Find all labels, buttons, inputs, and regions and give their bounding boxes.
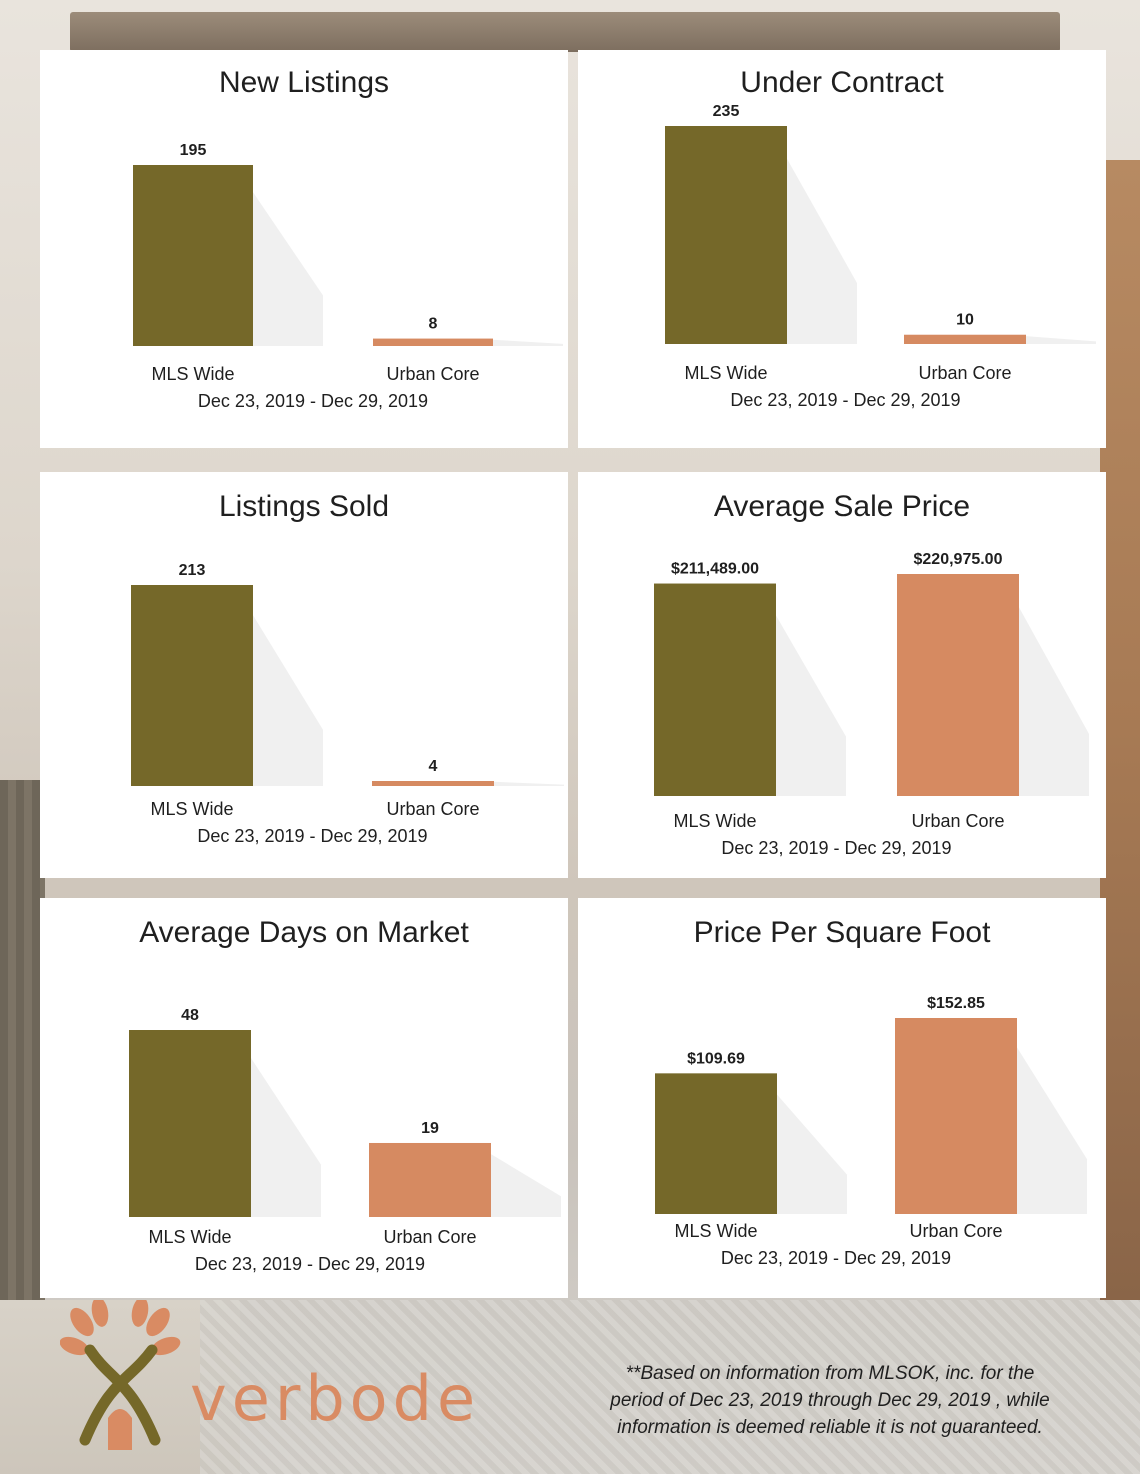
chart-panel-average-days-on-market: Average Days on Market 48 MLS Wide 19 Urban…	[40, 898, 568, 1298]
bar-value-label: 213	[179, 562, 206, 579]
chart-panel-average-sale-price: Average Sale Price $211,489.00 MLS Wide $2…	[578, 472, 1106, 878]
category-label: MLS Wide	[674, 1221, 757, 1241]
bar-shadow	[491, 1154, 561, 1217]
bar-value-label: 195	[180, 142, 207, 159]
bar-shadow	[1026, 336, 1096, 344]
bar-urban-core	[895, 1018, 1017, 1214]
chart-panel-new-listings: New Listings 195 MLS Wide 8 Urban Core Dec 2…	[40, 50, 568, 448]
bar-shadow	[493, 339, 563, 346]
bar-mls-wide	[133, 165, 253, 346]
date-range-label: Dec 23, 2019 - Dec 29, 2019	[730, 390, 960, 410]
disclaimer-footnote: **Based on information from MLSOK, inc. …	[580, 1360, 1080, 1441]
date-range-label: Dec 23, 2019 - Dec 29, 2019	[197, 826, 427, 846]
bar-mls-wide	[131, 585, 253, 786]
category-label: Urban Core	[386, 799, 479, 819]
date-range-label: Dec 23, 2019 - Dec 29, 2019	[198, 391, 428, 411]
date-range-label: Dec 23, 2019 - Dec 29, 2019	[721, 838, 951, 858]
bar-shadow	[251, 1058, 321, 1217]
date-range-label: Dec 23, 2019 - Dec 29, 2019	[721, 1248, 951, 1268]
bar-mls-wide	[129, 1030, 251, 1217]
bar-mls-wide	[665, 126, 787, 344]
bar-value-label: 235	[713, 103, 740, 120]
bar-urban-core	[372, 781, 494, 786]
bar-urban-core	[369, 1142, 491, 1217]
bar-urban-core	[897, 574, 1019, 796]
bar-mls-wide	[655, 1073, 777, 1214]
chart-title: New Listings	[218, 66, 390, 99]
footnote-line: information is deemed reliable it is not…	[617, 1417, 1043, 1438]
category-label: Urban Core	[386, 364, 479, 384]
category-label: Urban Core	[909, 1221, 1002, 1241]
chart-panel-listings-sold: Listings Sold 213 MLS Wide 4 Urban Core Dec …	[40, 472, 568, 878]
chart-title: Price Per Square Foot	[693, 916, 991, 949]
chart-panel-price-per-square-foot: Price Per Square Foot $109.69 MLS Wide $15…	[578, 898, 1106, 1298]
footnote-line: period of Dec 23, 2019 through Dec 29, 2…	[610, 1390, 1050, 1411]
category-label: Urban Core	[911, 811, 1004, 831]
background-wood-stair	[1100, 160, 1140, 1300]
category-label: MLS Wide	[150, 799, 233, 819]
bar-value-label: 4	[429, 758, 438, 775]
category-label: MLS Wide	[151, 364, 234, 384]
date-range-label: Dec 23, 2019 - Dec 29, 2019	[195, 1254, 425, 1274]
bar-value-label: 48	[181, 1007, 199, 1024]
bar-shadow	[1017, 1047, 1087, 1214]
bar-value-label: $152.85	[927, 995, 985, 1012]
category-label: Urban Core	[918, 363, 1011, 383]
chart-panel-under-contract: Under Contract 235 MLS Wide 10 Urban Core De…	[578, 50, 1106, 448]
bar-shadow	[253, 615, 323, 786]
chart-title: Average Days on Market	[139, 916, 469, 949]
bar-value-label: 10	[956, 312, 974, 329]
bar-shadow	[494, 781, 564, 786]
category-label: MLS Wide	[148, 1227, 231, 1247]
bar-shadow	[776, 615, 846, 796]
bar-shadow	[253, 192, 323, 346]
bar-value-label: $211,489.00	[671, 561, 759, 578]
bar-urban-core	[904, 334, 1026, 344]
background-beam	[70, 12, 1060, 52]
bar-value-label: 8	[429, 316, 438, 333]
bar-shadow	[777, 1094, 847, 1214]
bar-shadow	[787, 158, 857, 344]
chart-title: Average Sale Price	[713, 490, 971, 523]
category-label: Urban Core	[383, 1227, 476, 1247]
wheat-house-logo-icon	[59, 1297, 181, 1450]
bar-urban-core	[373, 338, 493, 346]
bar-mls-wide	[654, 583, 776, 796]
bar-value-label: 19	[421, 1120, 439, 1137]
logo-wordmark: verbode	[190, 1362, 481, 1435]
background-wall-panel	[0, 780, 45, 1300]
bar-shadow	[1019, 607, 1089, 796]
category-label: MLS Wide	[673, 811, 756, 831]
bar-value-label: $109.69	[687, 1050, 745, 1067]
verbode-logo: verbode	[59, 1297, 520, 1460]
footnote-line: **Based on information from MLSOK, inc. …	[625, 1363, 1035, 1384]
chart-title: Under Contract	[740, 66, 944, 99]
chart-title: Listings Sold	[218, 490, 390, 523]
category-label: MLS Wide	[684, 363, 767, 383]
background-rug	[200, 1300, 1140, 1474]
bar-value-label: $220,975.00	[914, 551, 1003, 568]
